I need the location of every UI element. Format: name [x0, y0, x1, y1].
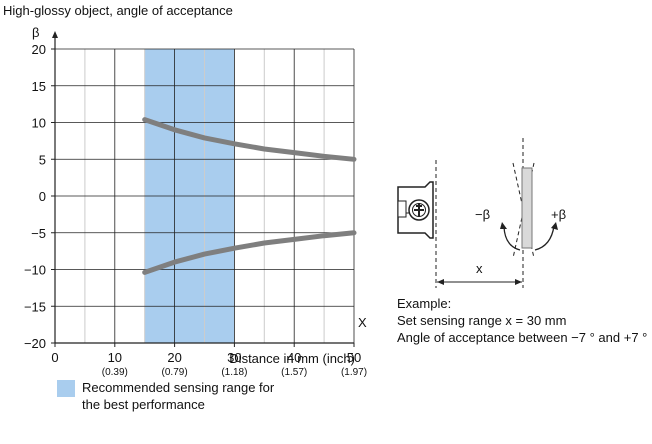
distance-arrow-right [515, 279, 522, 285]
axes-layer [51, 31, 355, 347]
example-line-2: Angle of acceptance between −7 ° and +7 … [397, 330, 647, 345]
grid-layer [55, 48, 354, 344]
x-tick-sublabel: (0.39) [102, 367, 128, 378]
x-tick-label: 20 [167, 350, 181, 365]
y-tick-label: 5 [39, 152, 46, 167]
x-tick-sublabel: (1.97) [341, 367, 367, 378]
minus-rotation-arrowhead [500, 222, 507, 229]
plus-beta-label: +β [551, 207, 566, 222]
y-tick-label: −15 [24, 299, 46, 314]
legend-text-line-2: the best performance [82, 397, 205, 412]
x-axis-label: Distance in mm (inch) [229, 351, 355, 366]
chart-title: High-glossy object, angle of acceptance [3, 3, 233, 18]
y-tick-label: 10 [32, 116, 46, 131]
series-layer [142, 117, 357, 275]
sensor-diagram [397, 138, 555, 288]
y-axis-label: β [32, 25, 39, 40]
y-tick-label: −10 [24, 263, 46, 278]
x-tick-label: 40 [287, 350, 301, 365]
y-axis-arrowhead [52, 31, 58, 38]
example-title: Example: [397, 296, 451, 311]
example-line-1: Set sensing range x = 30 mm [397, 313, 566, 328]
y-tick-label: −20 [24, 336, 46, 351]
plus-rotation-arrowhead [551, 222, 558, 230]
legend-text-line-1: Recommended sensing range for [82, 380, 275, 395]
series-line-2 [142, 230, 357, 275]
x-axis-symbol: X [358, 315, 367, 330]
plus-angle-line [512, 162, 535, 259]
sensor-icon [397, 181, 434, 239]
x-tick-sublabel: (1.57) [281, 367, 307, 378]
minus-beta-label: −β [475, 207, 490, 222]
y-tick-label: −5 [31, 226, 46, 241]
y-tick-label: 15 [32, 79, 46, 94]
x-tick-label: 30 [227, 350, 241, 365]
x-tick-label: 0 [51, 350, 58, 365]
y-tick-label: 20 [32, 42, 46, 57]
distance-arrow-left [437, 279, 444, 285]
x-tick-sublabel: (1.18) [221, 367, 247, 378]
x-tick-sublabel: (0.79) [162, 367, 188, 378]
x-tick-label: 50 [347, 350, 361, 365]
series-line-1 [142, 117, 357, 162]
x-tick-label: 10 [108, 350, 122, 365]
glossy-object-plate [521, 167, 533, 249]
y-tick-label: 0 [39, 189, 46, 204]
legend-swatch [57, 380, 75, 397]
distance-x-label: x [476, 261, 483, 276]
